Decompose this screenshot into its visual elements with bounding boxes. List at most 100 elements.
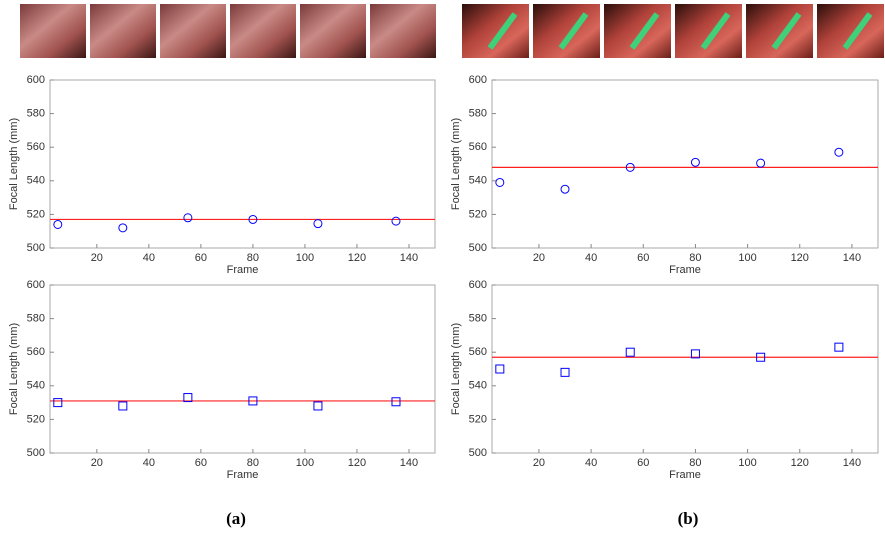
x-tick-label: 120 [791, 252, 809, 264]
y-tick-label: 540 [27, 175, 45, 187]
y-tick-label: 600 [27, 279, 45, 291]
y-tick-label: 600 [469, 279, 487, 291]
thumbnails [20, 4, 884, 58]
y-tick-label: 560 [27, 141, 45, 153]
instrument [771, 12, 802, 50]
x-tick-label: 100 [296, 252, 314, 264]
y-tick-label: 580 [27, 313, 45, 325]
thumbnail [230, 4, 296, 58]
instrument [842, 12, 873, 50]
point [560, 367, 570, 377]
x-tick-label: 20 [91, 457, 103, 469]
x-tick-label: 140 [400, 252, 418, 264]
y-tick-label: 600 [27, 74, 45, 86]
point [313, 219, 323, 229]
x-axis-label: Frame [227, 469, 259, 481]
y-tick-label: 500 [469, 447, 487, 459]
point [391, 397, 401, 407]
x-tick-label: 120 [348, 457, 366, 469]
instrument [700, 12, 731, 50]
point [183, 213, 193, 223]
x-tick-label: 120 [791, 457, 809, 469]
point [391, 216, 401, 226]
x-axis-label: Frame [227, 264, 259, 276]
plot-area [49, 284, 436, 454]
x-tick-label: 140 [400, 457, 418, 469]
x-tick-label: 120 [348, 252, 366, 264]
point [183, 393, 193, 403]
instrument [558, 12, 589, 50]
y-tick-label: 500 [27, 242, 45, 254]
y-axis-label: Focal Length (mm) [450, 323, 462, 415]
point [495, 177, 505, 187]
y-tick-label: 540 [27, 380, 45, 392]
point [313, 401, 323, 411]
instrument [629, 12, 660, 50]
y-tick-label: 540 [469, 380, 487, 392]
x-tick-label: 60 [195, 457, 207, 469]
x-tick-label: 80 [247, 457, 259, 469]
x-tick-label: 40 [143, 457, 155, 469]
thumbnail [604, 4, 671, 58]
instrument [487, 12, 518, 50]
y-axis-label: Focal Length (mm) [8, 323, 20, 415]
point [495, 364, 505, 374]
point [690, 349, 700, 359]
thumbnail [817, 4, 884, 58]
x-tick-label: 60 [637, 252, 649, 264]
x-tick-label: 80 [689, 457, 701, 469]
point [690, 157, 700, 167]
y-tick-label: 520 [469, 208, 487, 220]
point [625, 162, 635, 172]
thumbnail [746, 4, 813, 58]
x-tick-label: 100 [738, 252, 756, 264]
x-tick-label: 60 [195, 252, 207, 264]
x-tick-label: 140 [843, 252, 861, 264]
thumbnail [675, 4, 742, 58]
x-tick-label: 100 [738, 457, 756, 469]
point [53, 219, 63, 229]
point [248, 214, 258, 224]
thumbnail [300, 4, 366, 58]
thumbnail [20, 4, 86, 58]
x-tick-label: 20 [91, 252, 103, 264]
y-tick-label: 500 [469, 242, 487, 254]
point [53, 398, 63, 408]
x-tick-label: 20 [533, 252, 545, 264]
thumbnail [533, 4, 600, 58]
caption: (a) [226, 509, 246, 528]
y-tick-label: 500 [27, 447, 45, 459]
y-tick-label: 520 [27, 208, 45, 220]
point [625, 347, 635, 357]
y-axis-label: Focal Length (mm) [450, 118, 462, 210]
point [834, 342, 844, 352]
x-tick-label: 40 [585, 457, 597, 469]
x-tick-label: 140 [843, 457, 861, 469]
y-tick-label: 540 [469, 175, 487, 187]
x-axis-label: Frame [669, 469, 701, 481]
x-tick-label: 40 [585, 252, 597, 264]
point [118, 223, 128, 233]
point [834, 147, 844, 157]
x-tick-label: 20 [533, 457, 545, 469]
point [756, 158, 766, 168]
y-tick-label: 560 [469, 346, 487, 358]
y-tick-label: 560 [469, 141, 487, 153]
point [118, 401, 128, 411]
y-tick-label: 520 [469, 413, 487, 425]
thumbnail [160, 4, 226, 58]
y-tick-label: 600 [469, 74, 487, 86]
y-tick-label: 580 [27, 108, 45, 120]
thumbnail [370, 4, 436, 58]
y-tick-label: 580 [469, 108, 487, 120]
plot-area [491, 79, 879, 249]
y-tick-label: 560 [27, 346, 45, 358]
point [248, 396, 258, 406]
plot-area [49, 79, 436, 249]
y-axis-label: Focal Length (mm) [8, 118, 20, 210]
point [756, 352, 766, 362]
x-tick-label: 80 [247, 252, 259, 264]
x-axis-label: Frame [669, 264, 701, 276]
